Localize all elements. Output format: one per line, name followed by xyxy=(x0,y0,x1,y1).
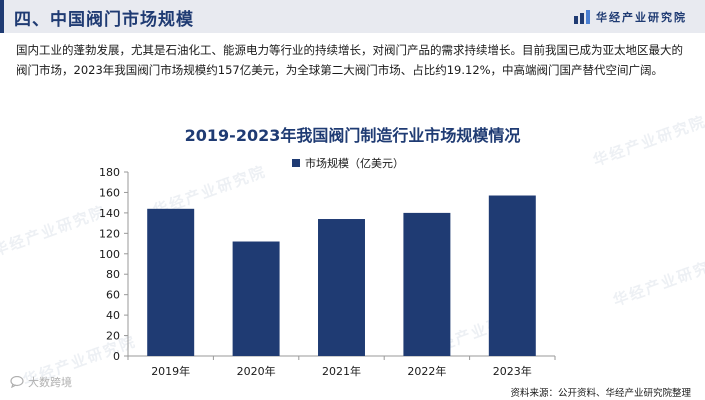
y-tick-label: 40 xyxy=(106,309,120,322)
header-accent-bar xyxy=(0,0,4,33)
intro-paragraph: 国内工业的蓬勃发展，尤其是石油化工、能源电力等行业的持续增长，对阀门产品的需求持… xyxy=(16,43,683,77)
y-tick-label: 80 xyxy=(106,268,120,281)
chart-title: 2019-2023年我国阀门制造行业市场规模情况 xyxy=(184,126,521,145)
y-tick-label: 0 xyxy=(113,350,120,363)
x-tick-label: 2019年 xyxy=(151,364,190,378)
x-tick-label: 2020年 xyxy=(237,364,276,378)
brand-logo: 华经产业研究院 xyxy=(574,9,687,25)
y-tick-label: 180 xyxy=(99,166,120,179)
bar xyxy=(232,241,280,356)
source-note: 资料来源：公开资料、华经产业研究院整理 xyxy=(510,388,691,399)
chart-legend: 市场规模（亿美元） xyxy=(292,155,404,171)
x-tick-label: 2021年 xyxy=(322,364,361,378)
chat-bubble-icon xyxy=(10,376,24,388)
logo-bars-icon xyxy=(574,10,590,24)
corner-watermark: 大数跨境 xyxy=(10,374,72,390)
y-tick-label: 100 xyxy=(99,248,120,261)
bar xyxy=(318,219,365,356)
x-tick-label: 2023年 xyxy=(493,364,532,378)
y-tick-label: 160 xyxy=(99,186,120,199)
bar xyxy=(403,212,451,356)
y-tick-label: 20 xyxy=(106,330,120,343)
legend-swatch xyxy=(292,159,300,167)
y-tick-label: 120 xyxy=(99,227,120,240)
corner-watermark-text: 大数跨境 xyxy=(28,376,72,389)
bar xyxy=(147,208,195,356)
logo-text: 华经产业研究院 xyxy=(596,11,687,24)
bar xyxy=(488,195,536,356)
y-tick-label: 60 xyxy=(106,289,120,302)
y-tick-label: 140 xyxy=(99,207,120,220)
x-tick-label: 2022年 xyxy=(407,364,446,378)
section-title: 四、中国阀门市场规模 xyxy=(14,10,194,30)
legend-label: 市场规模（亿美元） xyxy=(305,157,404,170)
